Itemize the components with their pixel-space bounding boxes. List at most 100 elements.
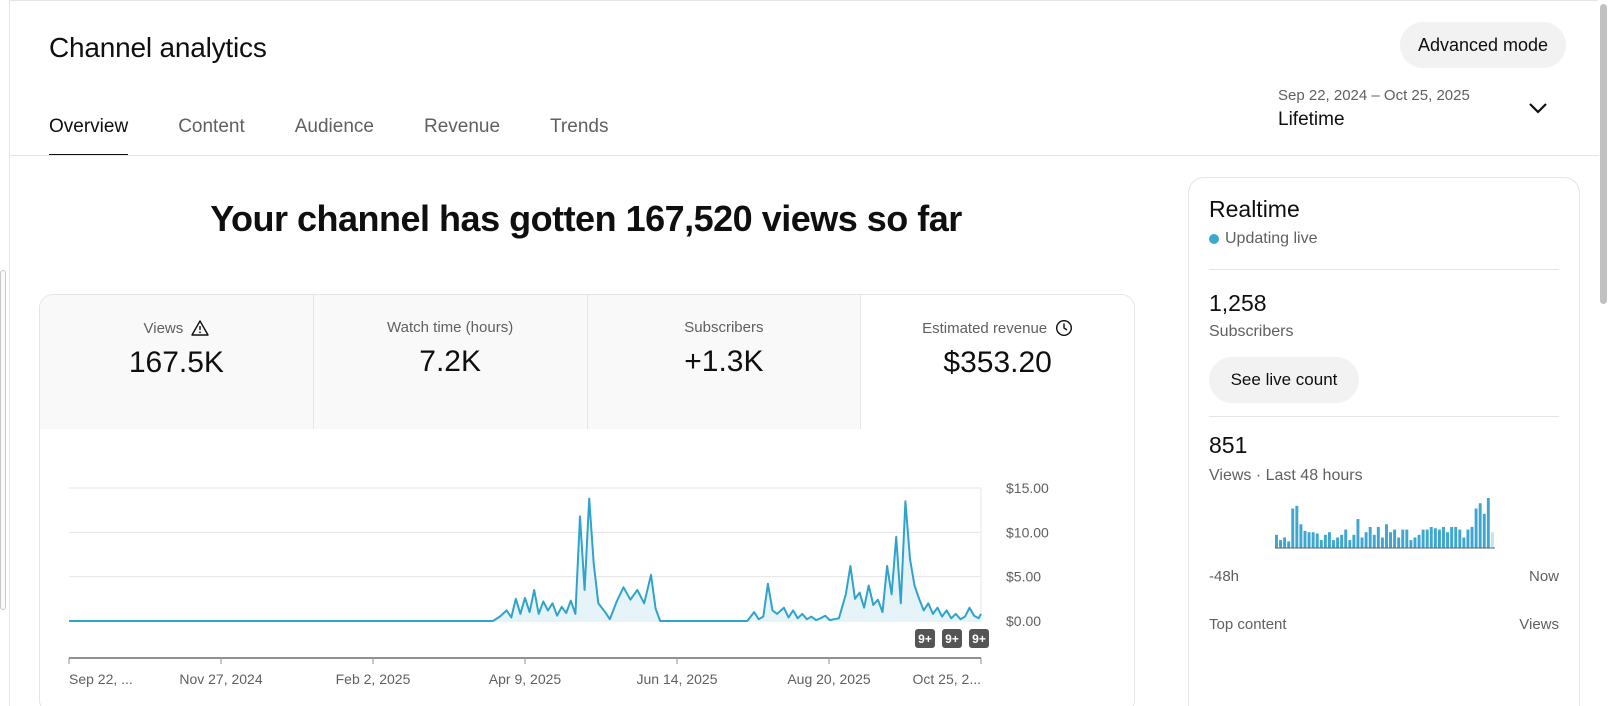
realtime-bar[interactable]	[1376, 526, 1380, 548]
realtime-bar[interactable]	[1303, 530, 1307, 548]
x-tick-label: Sep 22, ...	[69, 671, 133, 687]
realtime-bar[interactable]	[1409, 540, 1413, 548]
y-tick-label: $15.00	[1006, 480, 1049, 496]
realtime-bar[interactable]	[1364, 532, 1368, 548]
realtime-bar[interactable]	[1279, 540, 1283, 548]
realtime-bar[interactable]	[1417, 534, 1421, 548]
metric-views-value: 167.5K	[128, 345, 224, 379]
advanced-mode-button[interactable]: Advanced mode	[1400, 22, 1566, 68]
realtime-bar[interactable]	[1486, 498, 1490, 548]
x-tick-label: Jun 14, 2025	[637, 671, 718, 687]
realtime-bar[interactable]	[1340, 534, 1344, 548]
date-range-picker[interactable]: Sep 22, 2024 – Oct 25, 2025 Lifetime	[1278, 87, 1558, 135]
metric-subscribers[interactable]: Subscribers +1.3K	[587, 295, 862, 429]
realtime-axis-end: Now	[1528, 568, 1559, 585]
realtime-bar[interactable]	[1397, 537, 1401, 548]
realtime-bar[interactable]	[1299, 524, 1303, 548]
realtime-subscribers-value: 1,258	[1209, 290, 1267, 316]
realtime-bar[interactable]	[1421, 529, 1425, 548]
realtime-bar[interactable]	[1336, 537, 1340, 548]
realtime-bar[interactable]	[1425, 529, 1429, 548]
realtime-bar[interactable]	[1372, 534, 1376, 548]
warning-icon[interactable]	[191, 319, 209, 337]
realtime-bar[interactable]	[1385, 524, 1388, 548]
realtime-bar[interactable]	[1442, 526, 1445, 548]
realtime-bar[interactable]	[1275, 534, 1278, 548]
realtime-bar[interactable]	[1446, 532, 1450, 548]
metric-views[interactable]: Views 167.5K	[40, 295, 314, 429]
metric-watch-time[interactable]: Watch time (hours) 7.2K	[313, 295, 588, 429]
realtime-bar[interactable]	[1454, 526, 1458, 548]
tab-revenue[interactable]: Revenue	[423, 116, 501, 137]
divider	[1209, 269, 1559, 270]
realtime-bar[interactable]	[1307, 532, 1311, 548]
realtime-bar[interactable]	[1466, 529, 1470, 548]
date-range-label: Lifetime	[1278, 109, 1345, 130]
scrollbar[interactable]	[1598, 0, 1608, 706]
realtime-bar[interactable]	[1450, 526, 1454, 548]
page-frame	[9, 0, 1599, 706]
metric-subscribers-label: Subscribers	[684, 319, 764, 336]
realtime-bar[interactable]	[1458, 529, 1462, 548]
realtime-bar[interactable]	[1319, 540, 1323, 548]
clock-icon[interactable]	[1055, 319, 1073, 337]
realtime-bar[interactable]	[1474, 508, 1478, 548]
realtime-bar[interactable]	[1478, 503, 1482, 548]
metric-watch-time-value: 7.2K	[419, 345, 481, 378]
realtime-bar[interactable]	[1462, 537, 1466, 548]
realtime-bar[interactable]	[1433, 528, 1437, 548]
y-tick-label: $0.00	[1006, 613, 1041, 629]
realtime-bar[interactable]	[1413, 537, 1417, 548]
realtime-bar[interactable]	[1315, 533, 1319, 548]
realtime-bar[interactable]	[1360, 537, 1364, 548]
realtime-bar[interactable]	[1437, 529, 1441, 548]
realtime-bar[interactable]	[1291, 508, 1295, 548]
annotation-marker-label: 9+	[918, 632, 932, 646]
realtime-bar[interactable]	[1490, 532, 1494, 548]
metric-watch-time-label: Watch time (hours)	[387, 319, 514, 336]
tab-trends[interactable]: Trends	[550, 116, 609, 137]
top-content-label: Top content	[1209, 616, 1287, 633]
tab-overview[interactable]: Overview	[49, 100, 129, 156]
metric-estimated-revenue[interactable]: Estimated revenue $353.20	[861, 295, 1134, 429]
realtime-bar[interactable]	[1429, 526, 1433, 548]
realtime-bar[interactable]	[1287, 541, 1291, 548]
top-content-views-header: Views	[1519, 616, 1559, 633]
realtime-bar[interactable]	[1401, 529, 1405, 548]
live-status: Updating live	[1209, 230, 1318, 248]
see-live-count-button[interactable]: See live count	[1209, 357, 1359, 403]
realtime-bar[interactable]	[1482, 513, 1486, 548]
tab-content[interactable]: Content	[178, 116, 245, 137]
views-headline: Your channel has gotten 167,520 views so…	[210, 198, 962, 239]
realtime-bar[interactable]	[1327, 532, 1331, 548]
realtime-bar[interactable]	[1283, 537, 1287, 548]
live-status-text: Updating live	[1225, 230, 1318, 247]
realtime-bar[interactable]	[1393, 529, 1397, 548]
annotation-marker	[969, 629, 989, 648]
realtime-bar[interactable]	[1332, 540, 1335, 548]
metric-views-label: Views	[143, 319, 184, 337]
x-tick-label: Oct 25, 2...	[913, 671, 981, 687]
annotation-marker-label: 9+	[972, 632, 986, 646]
tab-audience[interactable]: Audience	[294, 116, 374, 137]
annotation-marker	[942, 629, 962, 648]
realtime-bar[interactable]	[1352, 534, 1356, 548]
x-tick-label: Apr 9, 2025	[489, 671, 562, 687]
realtime-bar[interactable]	[1470, 526, 1474, 548]
tabs-divider	[9, 155, 1599, 156]
page-title: Channel analytics	[49, 32, 267, 63]
realtime-bar[interactable]	[1344, 529, 1348, 548]
scrollbar-thumb[interactable]	[1600, 4, 1607, 304]
realtime-bar[interactable]	[1356, 519, 1360, 548]
realtime-bar[interactable]	[1380, 537, 1384, 548]
realtime-bar[interactable]	[1405, 529, 1409, 548]
chevron-down-icon	[1529, 103, 1547, 114]
revenue-line	[69, 497, 982, 622]
realtime-bar[interactable]	[1311, 532, 1315, 548]
realtime-bar[interactable]	[1295, 505, 1299, 548]
realtime-bar[interactable]	[1389, 532, 1393, 548]
realtime-bar[interactable]	[1323, 534, 1327, 548]
realtime-bar[interactable]	[1348, 540, 1352, 548]
metric-revenue-value: $353.20	[943, 345, 1052, 379]
realtime-bar[interactable]	[1368, 526, 1372, 548]
